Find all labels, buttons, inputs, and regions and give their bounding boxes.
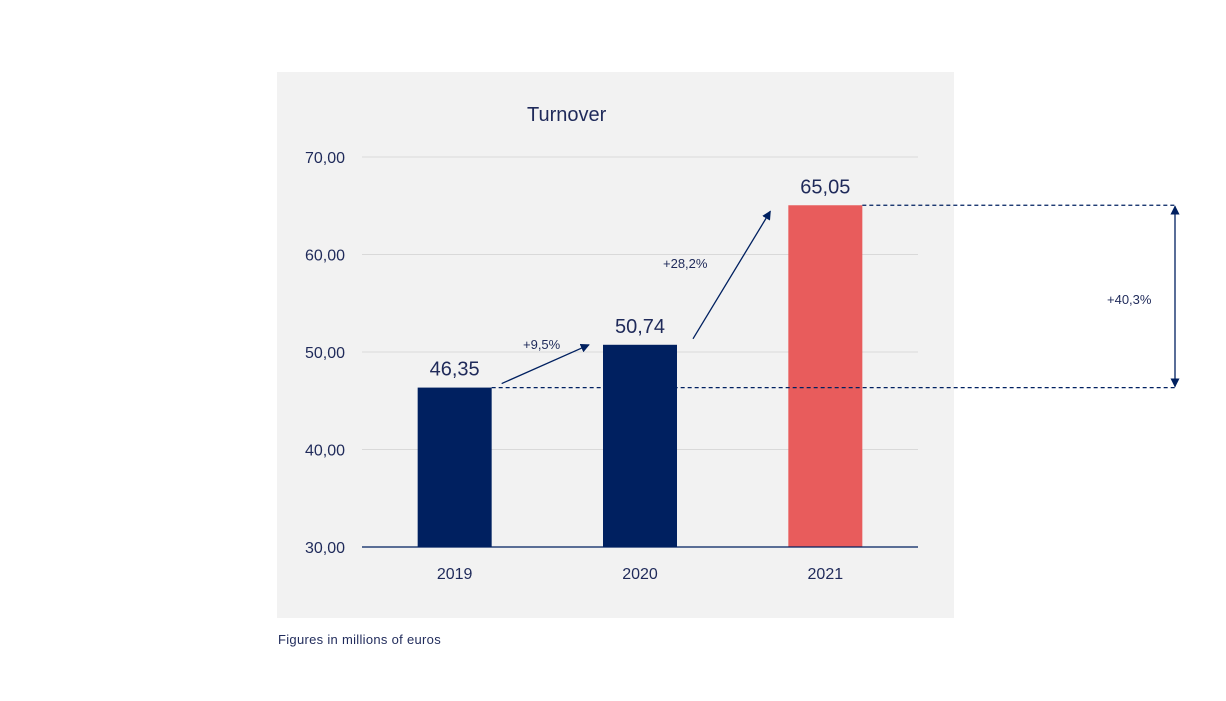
x-tick-label: 2020 — [622, 566, 658, 583]
bar-2019 — [417, 387, 492, 547]
y-tick-label: 60,00 — [305, 248, 345, 265]
bar-2020 — [603, 344, 677, 547]
data-label: 50,74 — [615, 316, 665, 338]
data-label: 65,05 — [800, 176, 850, 198]
footnote: Figures in millions of euros — [278, 632, 442, 647]
x-tick-label: 2019 — [437, 566, 473, 583]
x-category-labels: 2019 2020 2021 — [437, 566, 843, 583]
chart-title: Turnover — [527, 104, 607, 126]
bars — [417, 205, 863, 547]
data-label: 46,35 — [430, 359, 480, 381]
growth-label-2019-2021: +40,3% — [1107, 292, 1152, 307]
growth-arrow-2019-2020 — [501, 343, 590, 385]
y-tick-label: 40,00 — [305, 443, 345, 460]
y-tick-label: 30,00 — [305, 540, 345, 557]
y-tick-labels: 30,00 40,00 50,00 60,00 70,00 — [305, 150, 345, 557]
y-tick-label: 70,00 — [305, 150, 345, 167]
x-tick-label: 2021 — [808, 566, 844, 583]
growth-arrow-2020-2021 — [692, 210, 771, 340]
growth-label-2019-2020: +9,5% — [523, 337, 561, 352]
growth-label-2020-2021: +28,2% — [663, 256, 708, 271]
y-tick-label: 50,00 — [305, 345, 345, 362]
data-labels: 46,35 50,74 65,05 — [430, 176, 851, 380]
bar-2021 — [788, 205, 863, 547]
